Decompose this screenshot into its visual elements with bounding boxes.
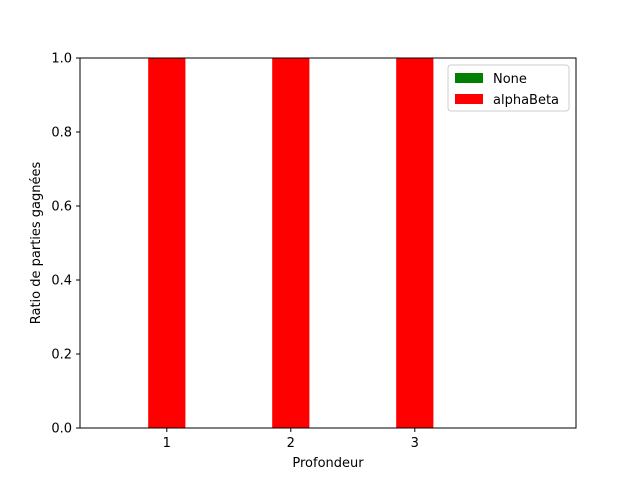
x-axis-label: Profondeur [292, 456, 364, 471]
bar-alphaBeta-3 [396, 58, 434, 428]
legend-swatch-alphaBeta [455, 94, 483, 104]
y-tick-label: 0.2 [51, 348, 72, 363]
x-axis-ticks: 1 2 3 [163, 428, 419, 451]
y-tick-label: 0.4 [51, 274, 72, 289]
y-axis-label: Ratio de parties gagnées [29, 162, 44, 325]
y-tick-label: 0.8 [51, 126, 72, 141]
x-tick-label: 3 [411, 436, 419, 451]
bar-alphaBeta-1 [148, 58, 186, 428]
legend: None alphaBeta [447, 64, 570, 112]
x-tick-label: 1 [163, 436, 171, 451]
legend-swatch-None [455, 73, 483, 83]
bar-alphaBeta-2 [272, 58, 310, 428]
bars-group [111, 58, 471, 429]
legend-label-None: None [493, 72, 527, 87]
plot-frame [79, 57, 577, 429]
y-tick-label: 0.6 [51, 200, 72, 215]
y-tick-label: 0.0 [51, 422, 72, 437]
y-axis-ticks: 0.0 0.2 0.4 0.6 0.8 1.0 [51, 52, 80, 437]
y-tick-label: 1.0 [51, 52, 72, 67]
legend-label-alphaBeta: alphaBeta [493, 93, 559, 108]
x-tick-label: 2 [287, 436, 295, 451]
